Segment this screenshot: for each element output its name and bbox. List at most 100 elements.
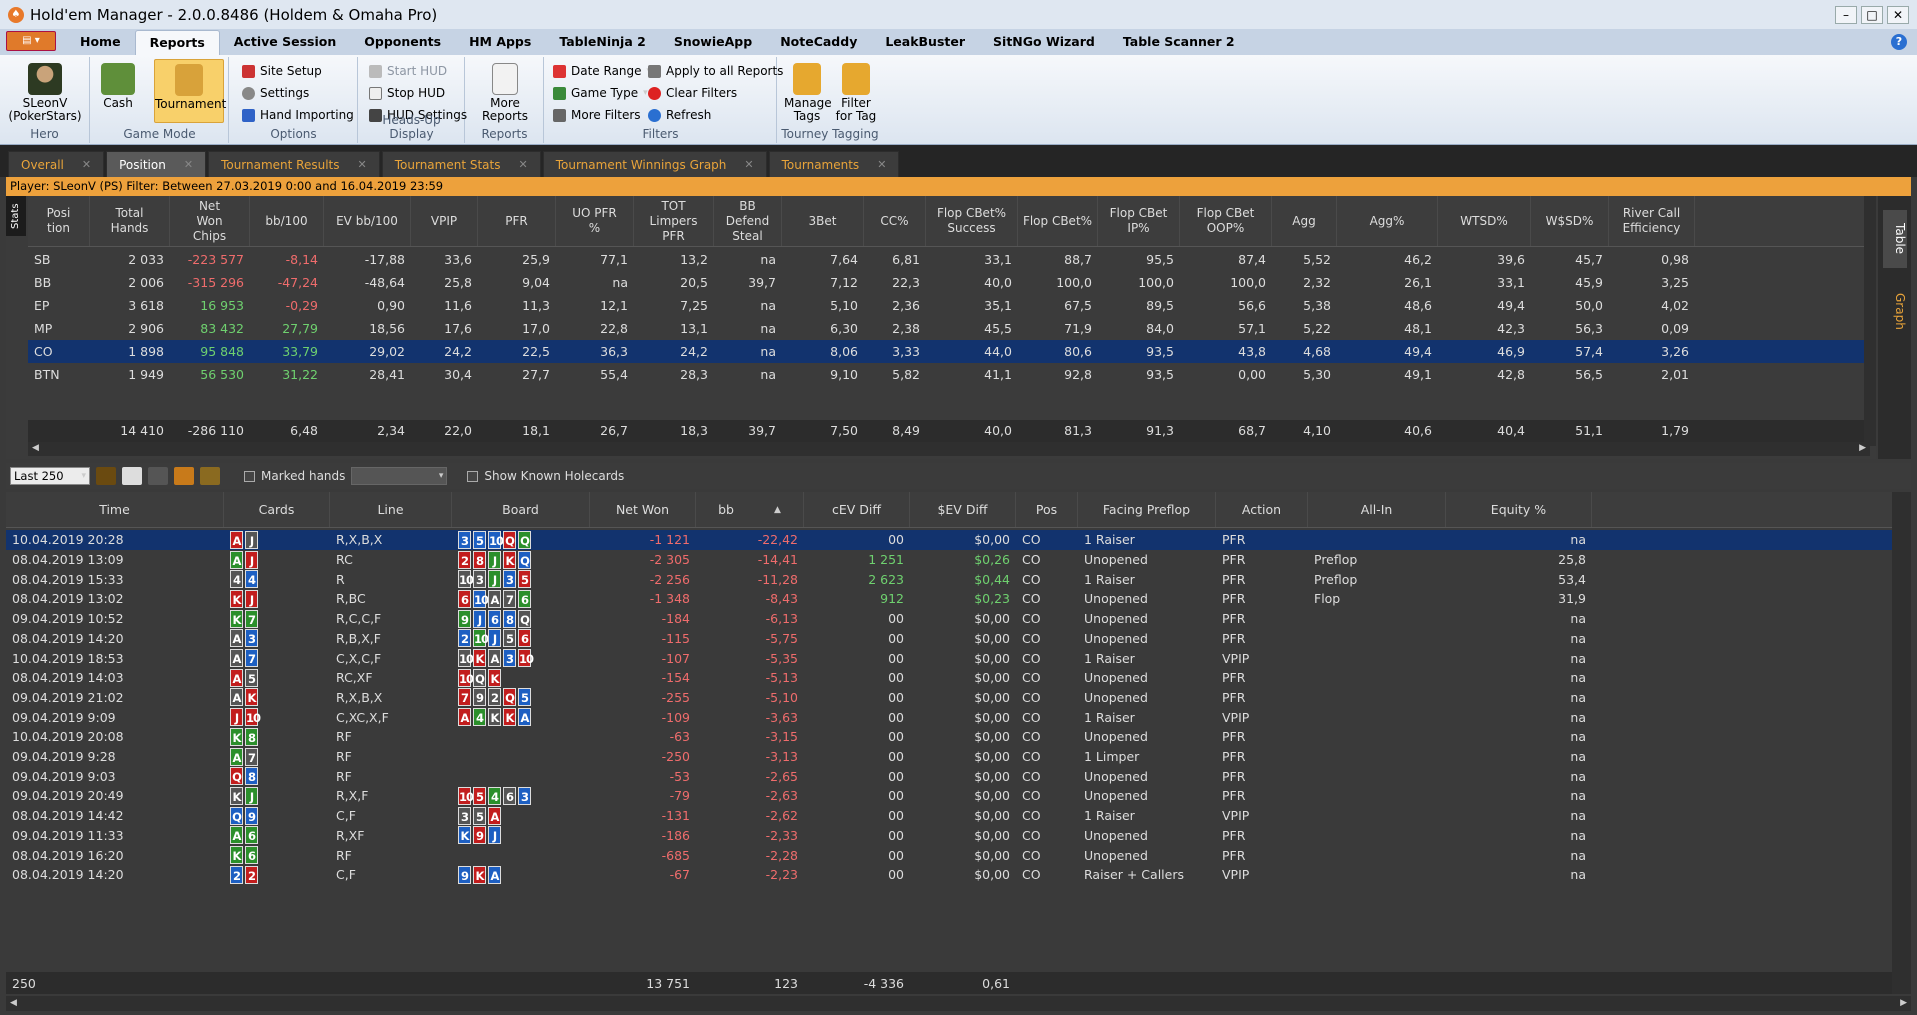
tab-tournaments[interactable]: Tournaments ✕ bbox=[768, 151, 900, 177]
show-known-holecards-checkbox[interactable] bbox=[467, 470, 479, 482]
stats-row-sb[interactable]: SB 2 033 -223 577 -8,14 -17,88 33,6 25,9 77,1 13… bbox=[28, 248, 1870, 271]
hand-row[interactable]: 09.04.2019 10:52 K 7 R,C,C,F 9 J 6 8 Q -184 -6,13 0… bbox=[6, 609, 1892, 629]
stats-column-header[interactable]: Agg% bbox=[1337, 196, 1438, 246]
stats-column-header[interactable]: Total Hands bbox=[90, 196, 170, 246]
menu-tab-notecaddy[interactable]: NoteCaddy bbox=[780, 34, 858, 49]
hand-row[interactable]: 10.04.2019 18:53 A 7 C,X,C,F 10 K A 3 10 -107 -5,3… bbox=[6, 648, 1892, 668]
tab-graph[interactable]: Graph bbox=[1893, 292, 1907, 330]
hands-column-header[interactable]: Line bbox=[330, 492, 452, 527]
scroll-left-icon[interactable]: ◀ bbox=[10, 998, 17, 1008]
hand-row[interactable]: 09.04.2019 11:33 A 6 R,XF K 9 J -186 -2,33 00 $0,0… bbox=[6, 826, 1892, 846]
menu-tab-active-session[interactable]: Active Session bbox=[233, 34, 337, 49]
filter-for-tag-button[interactable]: Filter for Tag bbox=[834, 63, 878, 123]
marked-hands-checkbox[interactable] bbox=[244, 470, 255, 482]
hero-selector[interactable]: SLeonV (PokerStars) bbox=[8, 63, 82, 123]
stats-column-header[interactable]: BB Defend Steal bbox=[714, 196, 782, 246]
tab-overall[interactable]: Overall ✕ bbox=[8, 151, 105, 177]
stats-column-header[interactable]: PFR bbox=[478, 196, 556, 246]
hands-column-header[interactable]: Equity % bbox=[1446, 492, 1592, 527]
tab-tournament-results[interactable]: Tournament Results ✕ bbox=[208, 151, 380, 177]
hand-row[interactable]: 10.04.2019 20:28 A J R,X,B,X 3 5 10 Q Q -1 121 -22… bbox=[6, 530, 1892, 550]
close-icon[interactable]: ✕ bbox=[518, 158, 528, 171]
hand-row[interactable]: 08.04.2019 14:20 A 3 R,B,X,F 2 10 J 5 6 -115 -5,75… bbox=[6, 629, 1892, 649]
hand-importing-button[interactable]: Hand Importing bbox=[242, 106, 354, 124]
scroll-right-icon[interactable]: ▶ bbox=[1859, 443, 1866, 453]
site-setup-button[interactable]: Site Setup bbox=[242, 62, 322, 80]
tab-tournament-stats[interactable]: Tournament Stats ✕ bbox=[381, 151, 541, 177]
menu-tab-snowieapp[interactable]: SnowieApp bbox=[673, 34, 753, 49]
close-icon[interactable]: ✕ bbox=[357, 158, 367, 171]
hand-row[interactable]: 08.04.2019 16:20 K 6 RF -685 -2,28 00 $0,00 CO Un… bbox=[6, 845, 1892, 865]
stats-column-header[interactable]: CC% bbox=[864, 196, 926, 246]
help-icon[interactable]: ? bbox=[1891, 34, 1907, 50]
stats-column-header[interactable]: EV bb/100 bbox=[324, 196, 411, 246]
minimize-button[interactable]: – bbox=[1835, 6, 1857, 24]
clear-filters-button[interactable]: Clear Filters bbox=[648, 84, 737, 102]
grid-view-icon[interactable] bbox=[148, 467, 168, 485]
stats-column-header[interactable]: Flop CBet OOP% bbox=[1180, 196, 1272, 246]
hand-row[interactable]: 09.04.2019 20:49 K J R,X,F 10 5 4 6 3 -79 -2,63 00 $… bbox=[6, 786, 1892, 806]
close-icon[interactable]: ✕ bbox=[744, 158, 754, 171]
tab-table[interactable]: Table bbox=[1883, 210, 1907, 268]
stats-column-header[interactable]: TOT Limpers PFR bbox=[634, 196, 714, 246]
menu-tab-reports[interactable]: Reports bbox=[134, 30, 220, 55]
game-type-dropdown[interactable]: Game Type ▾ bbox=[553, 84, 648, 102]
hands-column-header[interactable]: All-In bbox=[1308, 492, 1446, 527]
hand-row[interactable]: 08.04.2019 15:33 4 4 R 10 3 J 3 5 -2 256 -11,28 2 6… bbox=[6, 569, 1892, 589]
hand-row[interactable]: 08.04.2019 13:09 A J RC 2 8 J K Q -2 305 -14,41 1 2… bbox=[6, 550, 1892, 570]
stats-vertical-scrollbar[interactable] bbox=[1864, 196, 1876, 446]
stats-row-co[interactable]: CO 1 898 95 848 33,79 29,02 24,2 22,5 36,3 24,2 n… bbox=[28, 340, 1870, 363]
stats-horizontal-scrollbar[interactable]: ◀ ▶ bbox=[28, 442, 1870, 456]
stats-column-header[interactable]: Net Won Chips bbox=[170, 196, 250, 246]
date-range-dropdown[interactable]: Date Range▾ bbox=[553, 62, 651, 80]
hands-column-header[interactable]: Net Won bbox=[590, 492, 696, 527]
chart-view-icon[interactable] bbox=[174, 467, 194, 485]
hand-row[interactable]: 08.04.2019 13:02 K J R,BC 6 10 A 7 6 -1 348 -8,43 9… bbox=[6, 589, 1892, 609]
hud-settings-button[interactable]: HUD Settings bbox=[369, 106, 467, 124]
close-icon[interactable]: ✕ bbox=[183, 158, 194, 171]
menu-tab-table-scanner-2[interactable]: Table Scanner 2 bbox=[1122, 34, 1235, 49]
stats-column-header[interactable]: WTSD% bbox=[1438, 196, 1531, 246]
hands-column-header[interactable]: Time bbox=[6, 492, 224, 527]
more-reports-button[interactable]: More Reports bbox=[476, 63, 534, 123]
replayer-icon[interactable] bbox=[122, 467, 142, 485]
close-button[interactable]: ✕ bbox=[1887, 6, 1909, 24]
stats-side-tab[interactable]: Stats bbox=[6, 196, 26, 236]
marked-hands-select[interactable]: ▾ bbox=[351, 467, 448, 485]
stats-column-header[interactable]: Agg bbox=[1272, 196, 1337, 246]
more-filters-button[interactable]: More Filters bbox=[553, 106, 641, 124]
menu-tab-tableninja-2[interactable]: TableNinja 2 bbox=[559, 34, 646, 49]
hands-vertical-scrollbar[interactable] bbox=[1892, 492, 1911, 994]
stats-column-header[interactable]: Flop CBet% bbox=[1018, 196, 1098, 246]
menu-tab-hm-apps[interactable]: HM Apps bbox=[469, 34, 532, 49]
stats-row-mp[interactable]: MP 2 906 83 432 27,79 18,56 17,6 17,0 22,8 13,1 n… bbox=[28, 317, 1870, 340]
hands-horizontal-scrollbar[interactable]: ◀ ▶ bbox=[6, 996, 1911, 1011]
stats-column-header[interactable]: bb/100 bbox=[250, 196, 324, 246]
scroll-left-icon[interactable]: ◀ bbox=[32, 443, 39, 453]
apply-all-reports-button[interactable]: Apply to all Reports bbox=[648, 62, 783, 80]
hand-range-select[interactable]: Last 250 ▾ bbox=[10, 467, 90, 485]
rewind-icon[interactable] bbox=[96, 467, 116, 485]
stats-row-ep[interactable]: EP 3 618 16 953 -0,29 0,90 11,6 11,3 12,1 7,25 na… bbox=[28, 294, 1870, 317]
hands-column-header[interactable]: Board bbox=[452, 492, 590, 527]
hands-column-header[interactable]: Action bbox=[1216, 492, 1308, 527]
hands-column-header[interactable]: bb ▲ bbox=[696, 492, 804, 527]
menu-tab-home[interactable]: Home bbox=[80, 34, 121, 49]
close-icon[interactable]: ✕ bbox=[81, 158, 92, 171]
stats-row-btn[interactable]: BTN 1 949 56 530 31,22 28,41 30,4 27,7 55,4 28,3… bbox=[28, 363, 1870, 386]
application-menu-button[interactable]: ▤ ▾ bbox=[6, 31, 56, 51]
stats-column-header[interactable]: Flop CBet% Success bbox=[926, 196, 1018, 246]
hands-column-header[interactable]: Facing Preflop bbox=[1078, 492, 1216, 527]
stats-column-header[interactable]: VPIP bbox=[411, 196, 478, 246]
tab-tournament-winnings-graph[interactable]: Tournament Winnings Graph ✕ bbox=[542, 151, 767, 177]
hands-column-header[interactable]: Cards bbox=[224, 492, 330, 527]
hand-row[interactable]: 09.04.2019 21:02 A K R,X,B,X 7 9 2 Q 5 -255 -5,10 0… bbox=[6, 688, 1892, 708]
hand-row[interactable]: 10.04.2019 20:08 K 8 RF -63 -3,15 00 $0,00 CO Uno… bbox=[6, 727, 1892, 747]
refresh-button[interactable]: Refresh bbox=[648, 106, 711, 124]
stop-hud-button[interactable]: Stop HUD bbox=[369, 84, 445, 102]
menu-tab-sitngo-wizard[interactable]: SitNGo Wizard bbox=[993, 34, 1095, 49]
start-hud-button[interactable]: Start HUD bbox=[369, 62, 447, 80]
stats-column-header[interactable]: W$SD% bbox=[1531, 196, 1609, 246]
tournament-button[interactable]: Tournament bbox=[154, 59, 226, 123]
hands-column-header[interactable]: Pos bbox=[1016, 492, 1078, 527]
